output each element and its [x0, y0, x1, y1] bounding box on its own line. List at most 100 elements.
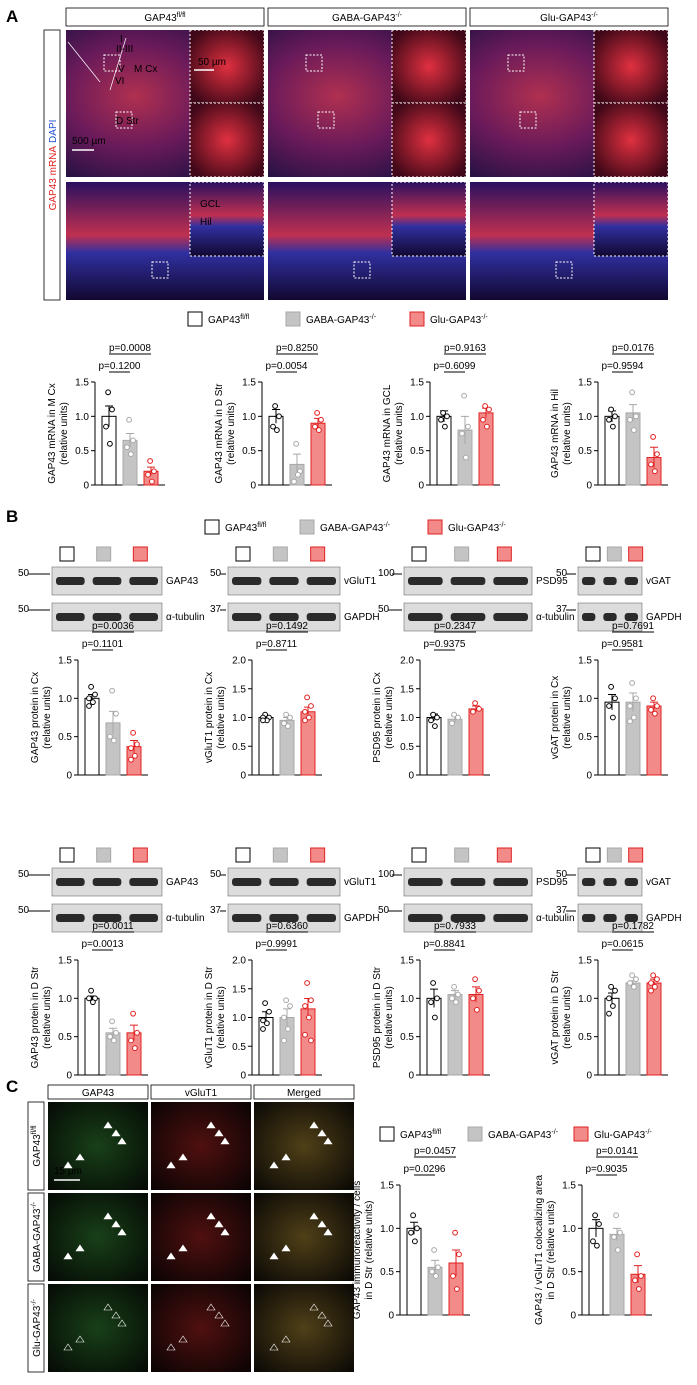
- band: [582, 577, 596, 585]
- arrowhead: [206, 1303, 216, 1311]
- lane-key: [411, 847, 427, 863]
- data-point: [652, 710, 658, 717]
- group-name: GABA-GAP43: [320, 523, 384, 534]
- group-label: GABA-GAP43-/-: [332, 12, 403, 24]
- y-axis-label: (relative units): [216, 986, 227, 1049]
- band: [450, 878, 486, 886]
- group-label: Glu-GAP43-/-: [448, 522, 506, 534]
- data-point: [608, 406, 614, 413]
- y-axis-label: (relative units): [394, 402, 405, 465]
- data-point: [431, 1247, 438, 1253]
- data-point: [613, 1212, 619, 1219]
- data-point: [650, 972, 656, 979]
- arrowhead: [317, 1311, 327, 1319]
- data-point: [648, 706, 654, 713]
- y-tick-label: 1.5: [380, 1181, 394, 1192]
- p-value: p=0.9581: [602, 639, 644, 650]
- arrowhead: [63, 1343, 73, 1351]
- data-point: [482, 403, 489, 409]
- marker-label: 37: [556, 905, 568, 916]
- data-point: [128, 1037, 134, 1044]
- data-point: [86, 695, 92, 702]
- lane-key: [585, 847, 601, 863]
- group-label: GAP43fl/fl: [208, 314, 250, 326]
- panel-label: A: [6, 7, 18, 26]
- annotation: Hil: [200, 217, 212, 228]
- data-point: [455, 714, 461, 721]
- blot-label: α-tubulin: [536, 913, 575, 924]
- data-point: [408, 1229, 414, 1236]
- arrowhead: [281, 1153, 291, 1161]
- y-axis-label: in D Str (relative units): [546, 1201, 557, 1300]
- bar: [447, 994, 463, 1076]
- data-point: [111, 737, 117, 744]
- data-point: [111, 1037, 117, 1044]
- data-point: [434, 995, 440, 1002]
- data-point: [608, 983, 614, 990]
- data-point: [302, 1031, 308, 1038]
- marker-label: 50: [378, 604, 390, 615]
- data-point: [272, 403, 279, 409]
- data-point: [648, 461, 654, 468]
- arrowhead: [214, 1220, 224, 1228]
- data-point: [107, 440, 113, 447]
- y-tick-label: 0.5: [578, 1032, 592, 1043]
- lane-key: [235, 847, 251, 863]
- y-axis-label: (relative units): [562, 986, 573, 1049]
- inset: [593, 181, 669, 257]
- data-point: [260, 717, 266, 724]
- band: [129, 914, 158, 922]
- p-value: p=0.7933: [434, 921, 476, 932]
- y-axis-label: vGAT protein in D Str: [550, 970, 561, 1065]
- y-tick-label: 1.5: [232, 684, 246, 695]
- group-superscript: -/-: [383, 522, 390, 529]
- data-point: [484, 423, 490, 430]
- data-point: [633, 976, 639, 983]
- micrograph: [254, 1284, 354, 1372]
- arrowhead: [309, 1212, 319, 1220]
- error-bar: [431, 1259, 439, 1275]
- group-label: GABA-GAP43-/-: [31, 1201, 43, 1272]
- arrowhead: [63, 1161, 73, 1169]
- band: [232, 577, 262, 585]
- data-point: [442, 423, 448, 430]
- data-point: [461, 392, 468, 399]
- band: [582, 613, 596, 621]
- data-point: [435, 1264, 441, 1271]
- y-tick-label: 1.5: [562, 1181, 576, 1192]
- y-axis-label: (relative units): [42, 986, 53, 1049]
- inset: [189, 102, 265, 178]
- y-tick-label: 1.5: [242, 378, 256, 389]
- data-point: [88, 683, 94, 690]
- group-name: GAP43: [225, 523, 258, 534]
- legend-swatch: [573, 1126, 589, 1142]
- data-point: [410, 1212, 417, 1219]
- data-point: [260, 1017, 266, 1024]
- group-label: GAP43fl/fl: [400, 1129, 442, 1141]
- data-point: [434, 714, 440, 721]
- y-tick-label: 2.0: [400, 656, 414, 667]
- group-name: GABA-GAP43: [306, 315, 370, 326]
- marker-label: 50: [556, 869, 568, 880]
- bar: [625, 701, 641, 776]
- y-tick-label: 1.0: [400, 994, 414, 1005]
- error-bar: [629, 692, 637, 712]
- data-point: [450, 1273, 456, 1279]
- stain-label: GAP43 mRNA DAPI: [48, 120, 59, 211]
- group-superscript: -/-: [395, 12, 402, 19]
- error-bar: [634, 1265, 642, 1283]
- y-tick-label: 1.0: [578, 694, 592, 705]
- band: [232, 878, 262, 886]
- p-value: p=0.7691: [612, 621, 654, 632]
- p-value: p=0.1101: [82, 639, 124, 650]
- data-point: [629, 680, 635, 686]
- blot-label: vGAT: [646, 576, 671, 587]
- annotation: M Cx: [134, 64, 157, 75]
- bar: [625, 982, 641, 1076]
- band: [269, 914, 299, 922]
- lane-key: [411, 546, 427, 562]
- group-label: GABA-GAP43-/-: [306, 314, 377, 326]
- arrowhead: [117, 1228, 127, 1236]
- data-point: [638, 1273, 644, 1279]
- blot-label: vGluT1: [344, 576, 377, 587]
